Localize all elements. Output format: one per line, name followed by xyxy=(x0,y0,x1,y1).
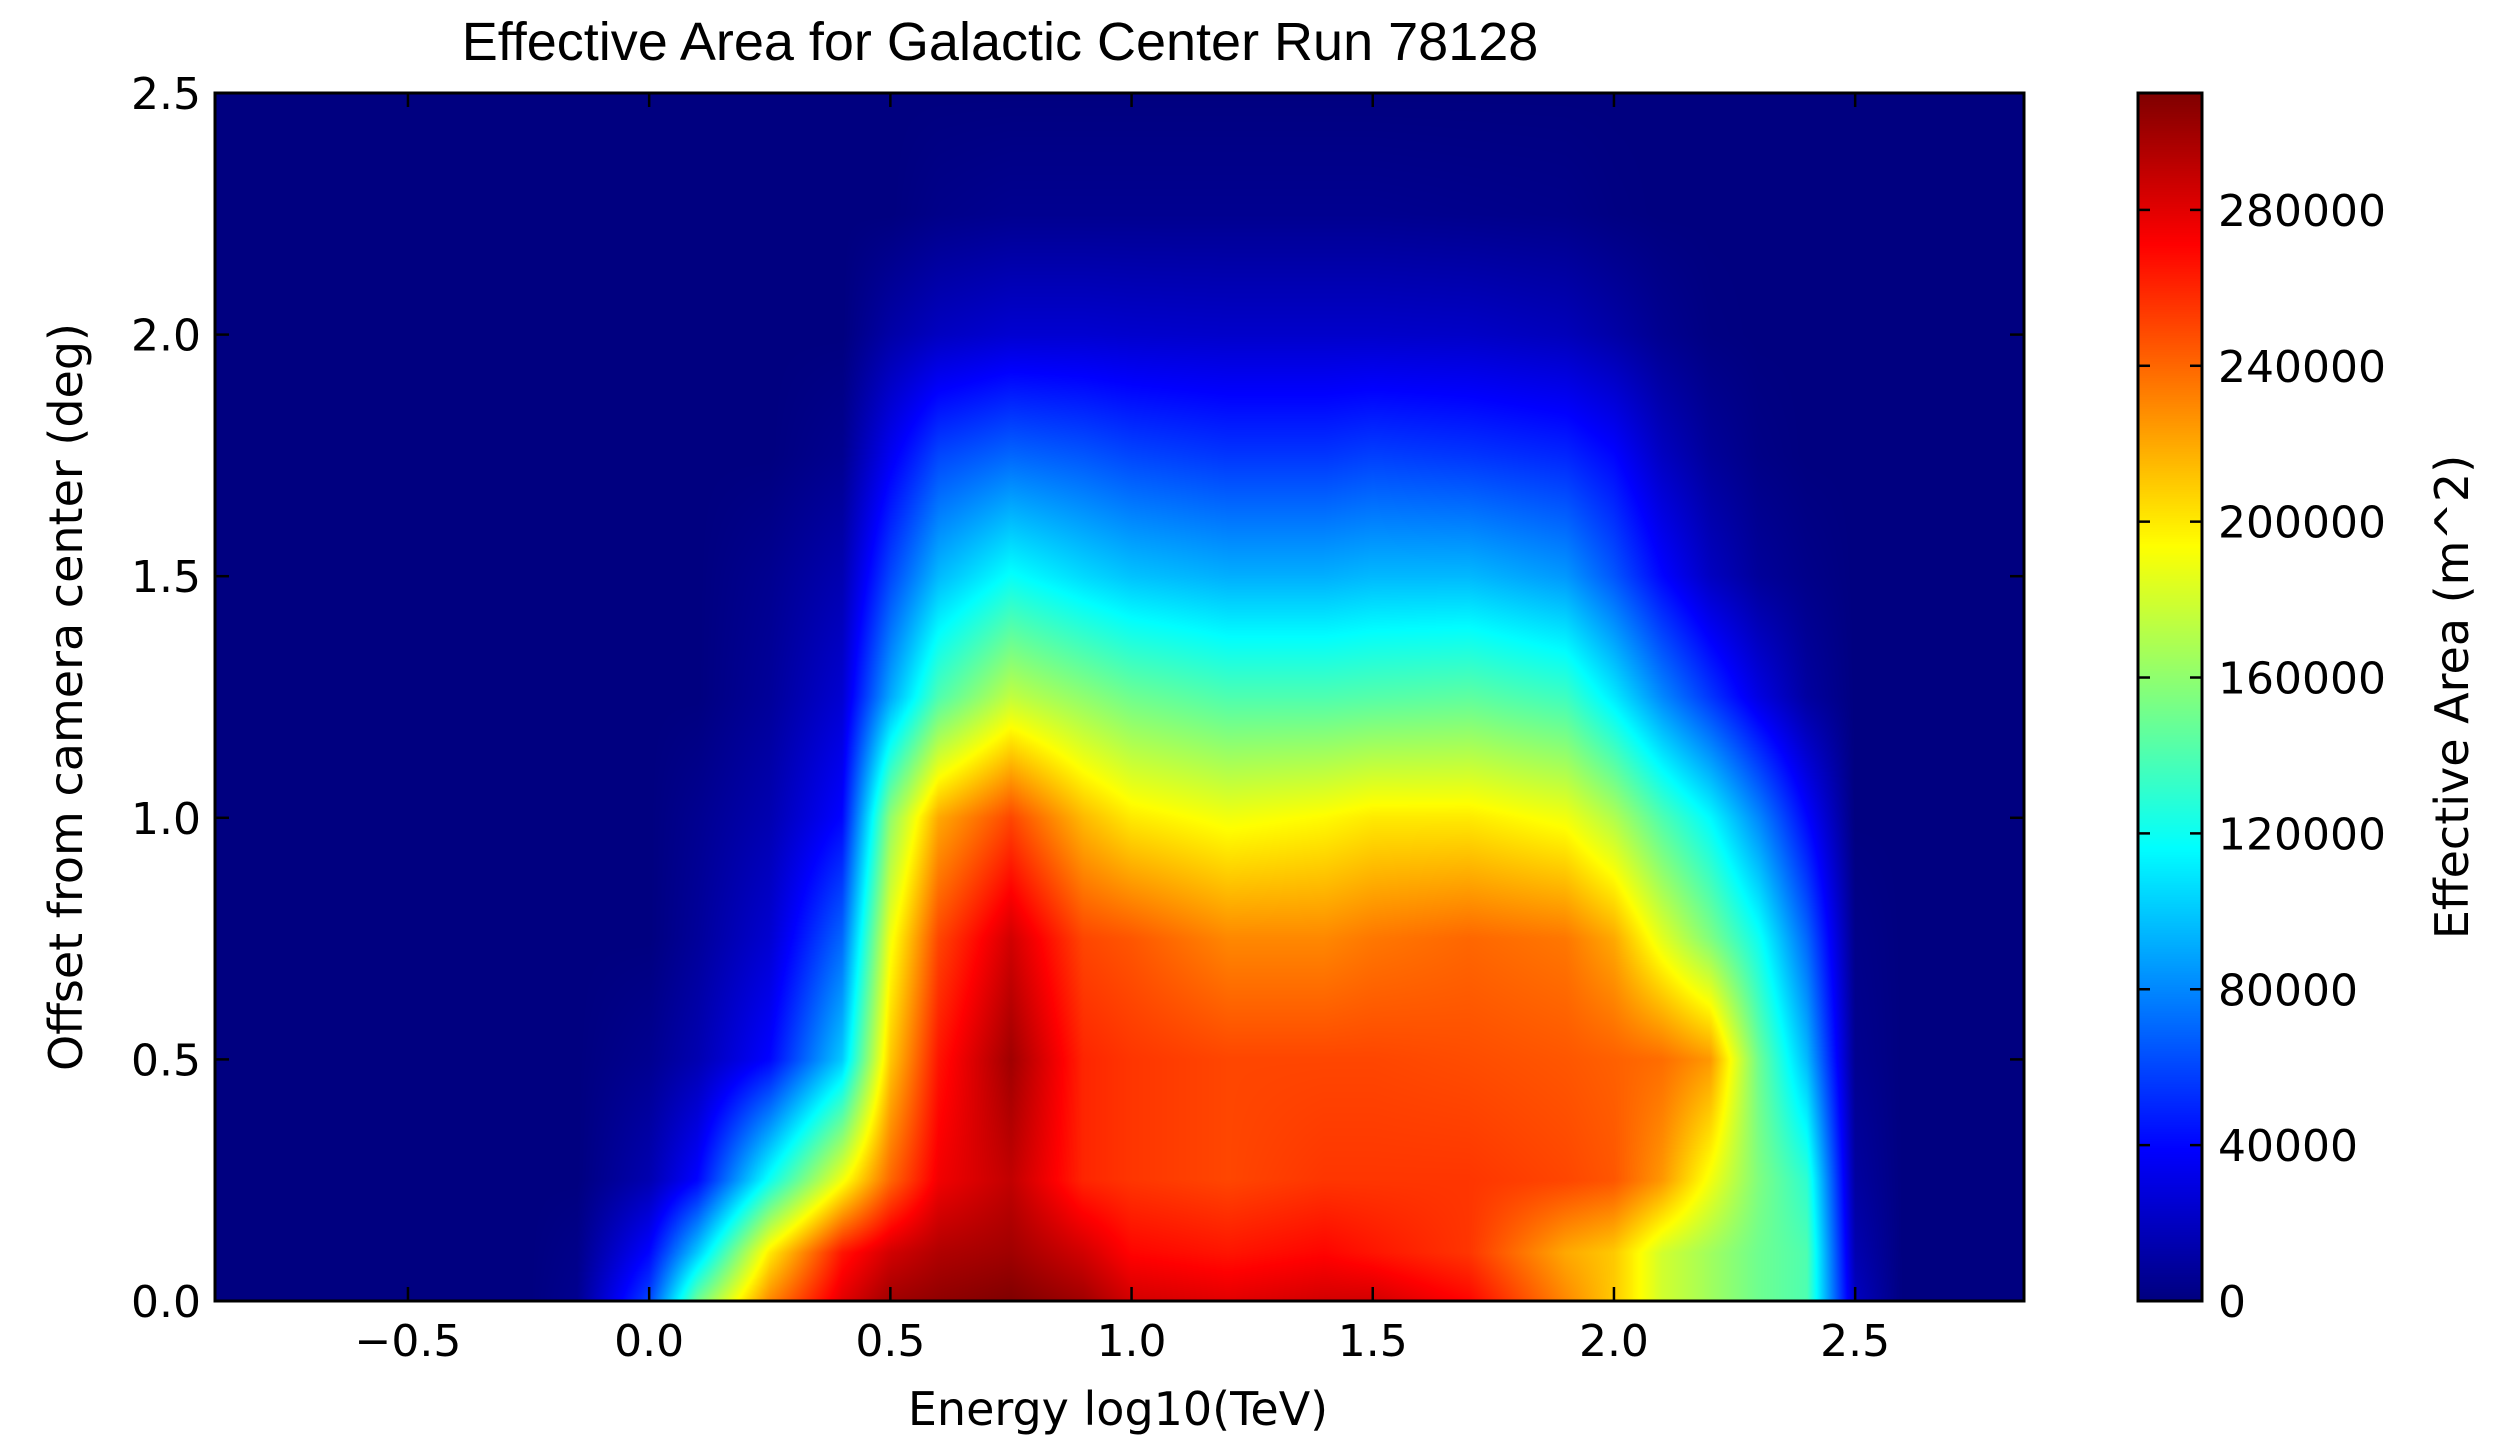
x-tick-label: 2.0 xyxy=(1579,1316,1649,1367)
y-tick-label: 2.0 xyxy=(131,311,201,362)
colorbar-tick-label: 160000 xyxy=(2218,654,2386,705)
colorbar-tick-label: 240000 xyxy=(2218,342,2386,393)
y-axis-label: Offset from camera center (deg) xyxy=(39,323,93,1071)
y-tick-label: 1.0 xyxy=(131,794,201,845)
y-tick-label: 0.5 xyxy=(131,1035,201,1086)
x-tick-label: 0.0 xyxy=(614,1316,684,1367)
x-tick-label: 0.5 xyxy=(855,1316,925,1367)
colorbar-label: Effective Area (m^2) xyxy=(2425,455,2479,939)
x-tick-label: 2.5 xyxy=(1820,1316,1890,1367)
y-tick-label: 1.5 xyxy=(131,552,201,603)
colorbar-tick-label: 200000 xyxy=(2218,498,2386,549)
plot-frame xyxy=(213,91,2026,1303)
x-tick-label: −0.5 xyxy=(355,1316,462,1367)
colorbar-tick-label: 0 xyxy=(2218,1277,2246,1328)
chart-title: Effective Area for Galactic Center Run 7… xyxy=(462,12,1539,72)
x-tick-label: 1.0 xyxy=(1097,1316,1167,1367)
y-tick-label: 2.5 xyxy=(131,69,201,120)
y-tick-label: 0.0 xyxy=(131,1277,201,1328)
y-axis-ticks: 0.0 0.5 1.0 1.5 2.0 2.5 xyxy=(131,69,2024,1328)
x-axis-label: Energy log10(TeV) xyxy=(908,1382,1328,1436)
x-tick-label: 1.5 xyxy=(1338,1316,1408,1367)
colorbar-frame xyxy=(2136,91,2204,1303)
x-axis-ticks: −0.5 0.0 0.5 1.0 1.5 2.0 2.5 xyxy=(355,93,1890,1367)
colorbar-tick-label: 280000 xyxy=(2218,186,2386,237)
heatmap-image xyxy=(215,93,2024,1301)
heatmap-plot-area xyxy=(213,91,2026,1303)
colorbar-tick-label: 80000 xyxy=(2218,965,2358,1016)
colorbar-tick-label: 120000 xyxy=(2218,809,2386,860)
colorbar: 0 40000 80000 120000 160000 200000 240000 28000… xyxy=(2136,91,2479,1328)
colorbar-tick-label: 40000 xyxy=(2218,1121,2358,1172)
colorbar-gradient xyxy=(2138,93,2202,1301)
colorbar-ticks: 0 40000 80000 120000 160000 200000 240000 28000… xyxy=(2138,186,2386,1328)
